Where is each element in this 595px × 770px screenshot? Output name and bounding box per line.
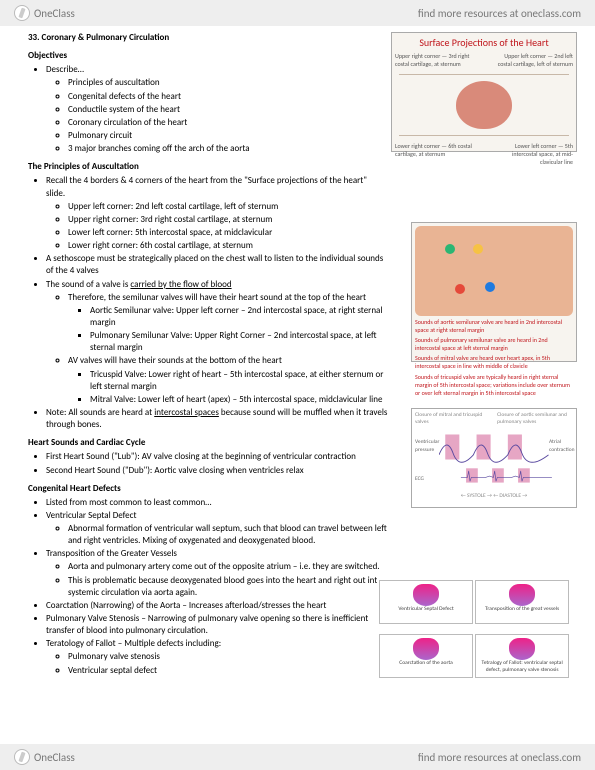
fig2-cap1: Sounds of pulmonary semilunar valve are … (415, 336, 573, 352)
list-item: Mitral Valve: Lower left of heart (apex)… (90, 394, 388, 406)
document-body: Surface Projections of the Heart Upper r… (28, 32, 577, 740)
brand-tagline: find more resources at oneclass.com (418, 7, 581, 20)
fig1-label-ll: Lower left corner — 5th intercostal spac… (495, 142, 573, 166)
mini-heart-icon (413, 584, 439, 606)
fig3-right: Atrial contraction (549, 439, 573, 454)
paperclip-icon (14, 749, 30, 765)
list-item: Pulmonary Valve Stenosis – Narrowing of … (46, 613, 388, 637)
list-item: Describe… Principles of auscultation Con… (46, 64, 388, 155)
list-item: Tricuspid Valve: Lower right of heart – … (90, 369, 388, 393)
vsd-label: Ventricular Septal Defect (46, 510, 136, 521)
list-item: Aortic Semilunar valve: Upper left corne… (90, 305, 388, 329)
figure1-title: Surface Projections of the Heart (395, 36, 573, 50)
fig2-cap3: Sounds of tricuspid valve are typically … (415, 373, 573, 397)
list-item: Ventricular Septal Defect Abnormal forma… (46, 510, 388, 547)
list-item: Principles of auscultation (68, 77, 388, 89)
list-item: AV valves will have their sounds at the … (68, 355, 388, 406)
list-item: Congenital defects of the heart (68, 91, 388, 103)
trans-label: Transposition of the Greater Vessels (46, 548, 177, 559)
tof-label: Teratology of Fallot – Multiple defects … (46, 638, 221, 649)
figure-defects-grid: Ventricular Septal Defect Transposition … (377, 578, 577, 688)
list-item: Lower left corner: 5th intercostal space… (68, 227, 388, 239)
fig4-lab1: Transposition of the great vessels (485, 606, 559, 613)
fig1-label-lr: Lower right corner — 6th costal cartilag… (395, 142, 473, 166)
fig3-top1: Closure of aortic semilunar and pulmonar… (497, 412, 573, 427)
list-item: 3 major branches coming off the arch of … (68, 143, 388, 155)
fig4-lab2: Coarctation of the aorta (399, 660, 452, 667)
list-item: Recall the 4 borders & 4 corners of the … (46, 175, 388, 252)
list-item: Pulmonary Semilunar Valve: Upper Right C… (90, 330, 388, 354)
list-item: First Heart Sound ("Lub"): AV valve clos… (46, 451, 388, 463)
brand-name: OneClass (34, 751, 75, 764)
figure-auscultation-sites: Sounds of aortic semilunar valve are hea… (411, 222, 577, 362)
list-item: Therefore, the semilunar valves will hav… (68, 292, 388, 355)
mini-heart-icon (509, 584, 535, 606)
dot-aortic (445, 244, 455, 254)
fig4-lab3: Tetralogy of Fallot: ventricular septal … (477, 660, 567, 675)
list-item: Aorta and pulmonary artery come out of t… (68, 561, 388, 573)
list-item: Lower right corner: 6th costal cartilage… (68, 240, 388, 252)
list-item: Second Heart Sound ("Dub"): Aortic valve… (46, 465, 388, 477)
sound-pre: The sound of a valve is (46, 279, 130, 290)
list-item: This is problematic because deoxygenated… (68, 575, 388, 599)
page-footer: OneClass find more resources at oneclass… (0, 744, 595, 770)
fig1-label-ur: Upper right corner — 3rd right costal ca… (395, 52, 473, 68)
brand-logo: OneClass (14, 5, 75, 21)
fig4-lab0: Ventricular Septal Defect (398, 606, 453, 613)
list-item: Coarctation (Narrowing) of the Aorta – I… (46, 600, 388, 612)
note-pre: Note: All sounds are heard at (46, 407, 154, 418)
fig2-cap2: Sounds of mitral valve are heard over he… (415, 354, 573, 370)
list-item: Abnormal formation of ventricular wall s… (68, 523, 388, 547)
list-item: Listed from most common to least common… (46, 497, 388, 509)
list-item: Conductile system of the heart (68, 104, 388, 116)
fig3-row0: Ventricular pressure (415, 439, 439, 454)
figure-cardiac-cycle: Closure of mitral and tricuspid valves C… (411, 408, 577, 508)
sound-underlined: carried by the flow of blood (130, 279, 231, 290)
brand-name: OneClass (34, 7, 75, 20)
list-item: Coronary circulation of the heart (68, 117, 388, 129)
fig1-label-ul: Upper left corner — 2nd left costal cart… (495, 52, 573, 68)
list-item: Pulmonary circuit (68, 130, 388, 142)
ecg-waveform (440, 467, 573, 493)
list-item: Transposition of the Greater Vessels Aor… (46, 548, 388, 599)
list-item: The sound of a valve is carried by the f… (46, 279, 388, 406)
semi-top: Therefore, the semilunar valves will hav… (68, 292, 366, 303)
page-header: OneClass find more resources at oneclass… (0, 0, 595, 26)
pressure-waveform (439, 427, 549, 467)
mini-heart-icon (509, 638, 535, 660)
heart-shape-icon (456, 81, 512, 129)
list-item: A sethoscope must be strategically place… (46, 253, 388, 277)
brand-logo: OneClass (14, 749, 75, 765)
fig3-row1: ECG (415, 476, 440, 483)
recall-text: Recall the 4 borders & 4 corners of the … (46, 175, 367, 198)
note-underlined: intercostal spaces (154, 407, 219, 418)
fig3-axis: ← SYSTOLE → ← DIASTOLE → (415, 493, 573, 500)
torso-shape (415, 226, 573, 316)
av-bottom: AV valves will have their sounds at the … (68, 355, 282, 366)
paperclip-icon (14, 5, 30, 21)
dot-mitral (485, 282, 495, 292)
fig2-cap0: Sounds of aortic semilunar valve are hea… (415, 318, 573, 334)
describe-label: Describe… (46, 64, 84, 75)
list-item: Upper left corner: 2nd left costal carti… (68, 201, 388, 213)
figure-surface-projections: Surface Projections of the Heart Upper r… (391, 32, 577, 152)
list-item: Upper right corner: 3rd right costal car… (68, 214, 388, 226)
dot-pulmonary (473, 244, 483, 254)
mini-heart-icon (413, 638, 439, 660)
fig3-top0: Closure of mitral and tricuspid valves (415, 412, 491, 427)
dot-tricuspid (455, 284, 465, 294)
brand-tagline: find more resources at oneclass.com (418, 751, 581, 764)
list-item: Ventricular septal defect (68, 665, 388, 677)
list-item: Pulmonary valve stenosis (68, 651, 388, 663)
list-item: Teratology of Fallot – Multiple defects … (46, 638, 388, 676)
list-item: Note: All sounds are heard at intercosta… (46, 407, 388, 431)
